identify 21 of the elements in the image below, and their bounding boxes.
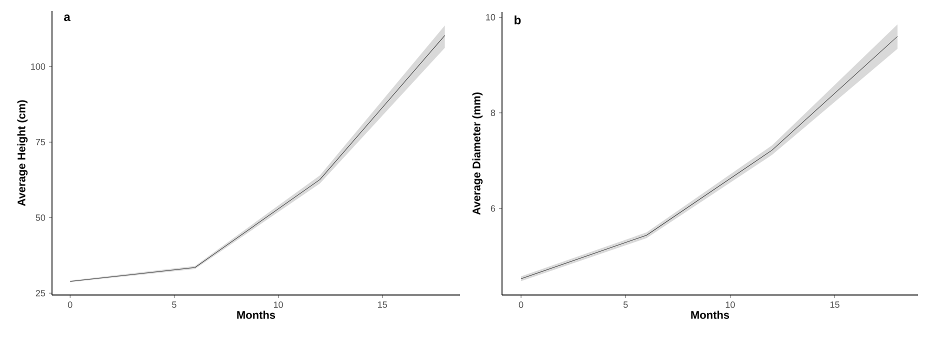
- y-tick-label: 6: [490, 205, 496, 212]
- y-axis-title: Average Diameter (mm): [472, 92, 483, 215]
- y-tick-label: 75: [36, 138, 46, 146]
- x-tick-label: 15: [378, 302, 387, 308]
- y-axis-title: Average Height (cm): [17, 100, 28, 206]
- x-tick-label: 5: [172, 302, 176, 308]
- y-tick-label: 25: [36, 290, 46, 296]
- x-tick-label: 0: [68, 302, 72, 308]
- x-axis-title: Months: [237, 310, 276, 319]
- chart-title: a: [64, 14, 70, 22]
- chart-title: b: [514, 16, 521, 24]
- y-tick-label: 8: [490, 110, 496, 116]
- x-tick-label: 15: [830, 302, 840, 308]
- x-axis-title: Months: [691, 310, 730, 319]
- x-tick-label: 10: [274, 302, 283, 308]
- y-tick-label: 10: [486, 14, 496, 20]
- y-tick-label: 50: [36, 214, 46, 221]
- x-tick-label: 5: [623, 302, 628, 308]
- x-tick-label: 0: [518, 302, 524, 308]
- x-tick-label: 10: [726, 302, 735, 308]
- y-tick-label: 100: [31, 63, 46, 70]
